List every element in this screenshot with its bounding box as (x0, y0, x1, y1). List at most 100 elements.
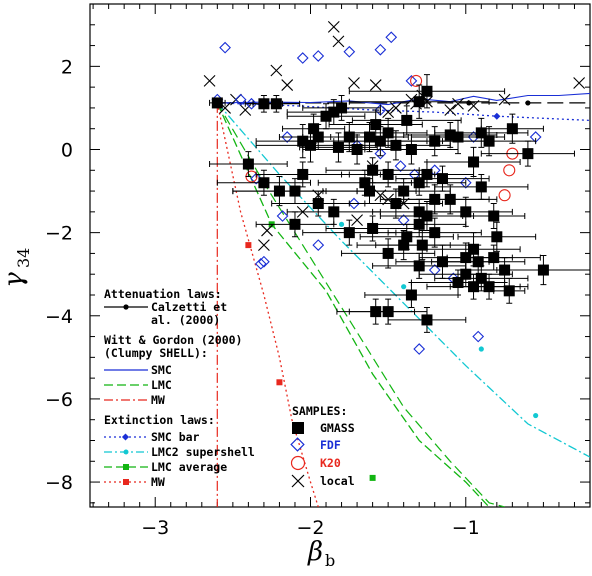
gmass-point (401, 231, 413, 243)
gmass-point (413, 218, 425, 230)
legend-extinction-heading: Extinction laws: (104, 413, 215, 427)
series-line-mw-extinction (216, 102, 319, 507)
fdf-point (397, 214, 410, 227)
fdf-point (343, 45, 356, 58)
gmass-point (211, 97, 223, 109)
fdf-point (281, 131, 294, 143)
gmass-point (364, 131, 376, 143)
gmass-point (522, 148, 534, 160)
fdf-point (312, 50, 325, 62)
local-point (348, 77, 360, 89)
y-tick-label: −6 (45, 389, 73, 411)
gmass-point (472, 256, 484, 268)
series-marker-lmc2-supershell (533, 412, 539, 419)
series-line-lmc2-supershell (216, 102, 590, 458)
axis-ticks (90, 4, 590, 507)
gmass-point (436, 173, 448, 185)
y-tick-label: 0 (61, 139, 73, 161)
legend-calzetti-label-2: al. (2000) (151, 313, 220, 327)
fdf-point (408, 168, 421, 181)
gmass-point (421, 210, 433, 222)
local-point (281, 79, 294, 91)
legend-fdf-label: FDF (320, 438, 341, 452)
legend-witt-heading-2: (Clumpy SHELL): (104, 346, 208, 360)
local-point (258, 239, 270, 251)
gmass-point (405, 143, 417, 155)
gmass-point (475, 181, 487, 193)
gmass-point (328, 206, 340, 218)
local-point (573, 77, 586, 89)
legend-gmass-label: GMASS (320, 421, 355, 435)
series-line-lmc (216, 102, 505, 507)
gmass-point (460, 268, 472, 280)
gmass-point (297, 168, 309, 180)
gmass-point (452, 277, 464, 289)
y-tick-label: −8 (45, 472, 73, 494)
fdf-point (428, 264, 441, 276)
plot-area (203, 20, 590, 507)
plot-frame (89, 3, 591, 508)
legend-local-label: local (320, 474, 355, 488)
gmass-point (503, 285, 515, 297)
gmass-point (468, 156, 480, 168)
x-tick-label: −2 (296, 517, 324, 539)
local-point (390, 102, 402, 114)
legend-lmcavg-label: LMC average (151, 460, 227, 474)
gmass-point (460, 252, 472, 264)
gmass-point (320, 110, 332, 122)
series-marker-lmc2-supershell (401, 284, 407, 290)
local-point (203, 75, 216, 87)
gmass-point (242, 158, 254, 170)
gmass-point (308, 123, 320, 135)
gmass-point (289, 218, 301, 230)
gmass-point (304, 139, 316, 151)
gmass-point (506, 123, 518, 135)
legend-gmass-marker (292, 422, 304, 434)
fdf-point (219, 41, 231, 54)
gmass-point (421, 168, 433, 180)
gmass-point (488, 210, 500, 222)
fdf-point (374, 43, 387, 56)
fdf-point (405, 75, 418, 87)
legend-samples-heading: SAMPLES: (292, 404, 347, 418)
local-point (452, 97, 464, 110)
local-point (327, 20, 340, 33)
gmass-point (328, 106, 340, 118)
gmass-point (336, 102, 348, 114)
legend-smcbar-label: SMC bar (151, 430, 200, 444)
gmass-point (382, 247, 394, 259)
x-axis-label: β (307, 537, 323, 567)
gmass-point (343, 227, 355, 239)
gmass-point (351, 143, 363, 155)
gmass-point (413, 177, 425, 189)
series-line-smc (217, 92, 590, 106)
y-axis-title: γ 34 (0, 248, 33, 288)
gmass-point (382, 306, 394, 318)
gmass-point (444, 129, 456, 141)
series-marker-smc-bar (493, 112, 501, 120)
y-tick-label: −2 (45, 223, 73, 245)
gmass-point (312, 198, 324, 210)
axis-tick-labels: −3 −2 −1 2 0 −2 −4 −6 −8 (45, 56, 480, 539)
legend-mwext-marker (123, 479, 129, 485)
series-marker-lmc2-supershell (478, 346, 484, 352)
fdf-point (245, 97, 258, 110)
legend-calzetti-marker (123, 304, 129, 310)
gmass-point (359, 177, 371, 189)
series-marker-mw-extinction (245, 242, 252, 249)
fdf-point (459, 176, 472, 189)
legend-lmc2-label: LMC2 supershell (151, 445, 255, 459)
legend-attenuation-heading: Attenuation laws: (104, 287, 222, 301)
x-axis-subscript: b (325, 551, 335, 570)
gmass-point (270, 98, 282, 110)
gmass-point (475, 127, 487, 139)
legend-lmc2-marker (123, 449, 129, 455)
gmass-point (499, 264, 511, 276)
legend-lmc-label: LMC (151, 378, 172, 392)
series-marker-lmc-average (369, 474, 376, 481)
gmass-point (367, 222, 379, 234)
gmass-point (297, 135, 309, 147)
legend-samples: SAMPLES: GMASS FDF K20 local (290, 404, 355, 488)
legend-mw-label: MW (151, 393, 165, 407)
gmass-point (390, 139, 402, 151)
